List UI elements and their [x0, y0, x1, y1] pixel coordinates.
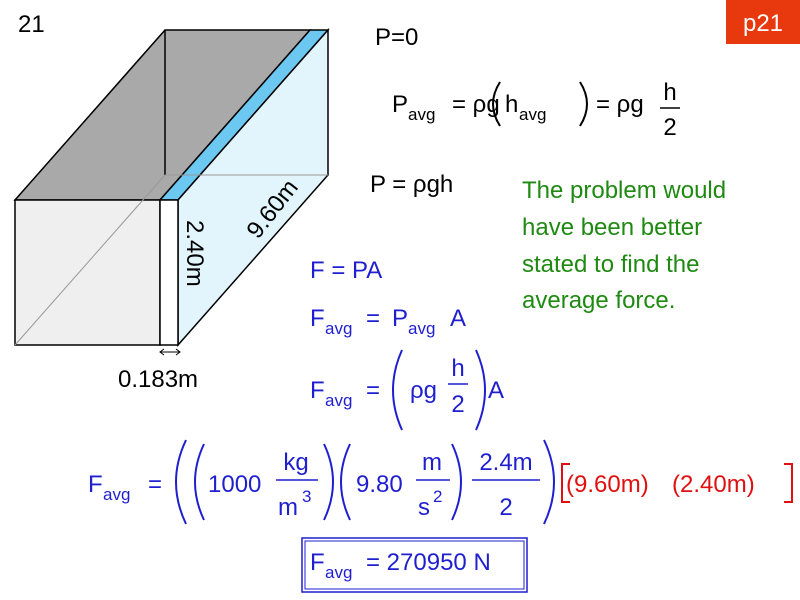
eq-sub: avg [408, 105, 435, 124]
note-line: have been better [522, 214, 702, 241]
eq-sub: avg [325, 391, 352, 410]
eq-text: 2.4m [479, 449, 532, 476]
tank-wall [159, 199, 179, 346]
paren [323, 443, 334, 521]
eq-text: s [418, 494, 430, 521]
eq-sub: avg [408, 319, 435, 338]
eq-text: 2 [499, 494, 512, 521]
eq-sup: 3 [302, 487, 311, 506]
note-line: The problem would [522, 177, 726, 204]
paren [194, 443, 205, 521]
tag-box [726, 0, 800, 44]
paren [392, 349, 403, 431]
eq-sub: avg [519, 105, 546, 124]
eq-text: 2 [663, 114, 676, 141]
paren [175, 439, 187, 525]
arrow-head [175, 348, 181, 356]
eq-text: P [392, 305, 408, 332]
eq-sub: avg [103, 485, 130, 504]
paren [492, 81, 501, 127]
eq-sup: 2 [433, 487, 442, 506]
top-pressure: P=0 [375, 24, 418, 51]
eq-text: 1000 [208, 471, 261, 498]
eq-text: (9.60m) [566, 471, 649, 498]
height-label: 2.40m [181, 220, 208, 287]
eq-text: = [148, 471, 162, 498]
eq-text: kg [283, 449, 308, 476]
eq-text: P [392, 91, 408, 118]
eq-text: ρg [410, 377, 437, 404]
paren [340, 443, 351, 521]
eq-text: A [488, 377, 504, 404]
eq-text: h [451, 355, 464, 382]
eq-text: = ρg [452, 91, 500, 118]
width-label: 0.183m [118, 366, 198, 393]
eq-sub: avg [325, 319, 352, 338]
eq-text: = [366, 305, 380, 332]
eq-text: = [366, 377, 380, 404]
arrow-head [159, 348, 165, 356]
paren [579, 81, 588, 127]
bracket [561, 463, 570, 503]
edge [14, 174, 166, 346]
eq-text: (2.40m) [672, 471, 755, 498]
result-box-inner [304, 540, 525, 590]
note-line: average force. [522, 287, 675, 314]
eq-text: F [310, 549, 325, 576]
paren [543, 439, 555, 525]
tank-front [14, 199, 161, 346]
tag: p21 [743, 10, 783, 37]
eq-text: 2 [451, 391, 464, 418]
eq-text: m [422, 449, 442, 476]
eq-text: h [663, 79, 676, 106]
note-line: stated to find the [522, 251, 699, 278]
bracket [784, 463, 793, 503]
paren [475, 349, 486, 431]
slide-number: 21 [18, 11, 45, 38]
eq-text: = ρg [596, 91, 644, 118]
eq-text: m [278, 494, 298, 521]
eq-text: A [450, 305, 466, 332]
eq-text: F [88, 471, 103, 498]
paren [451, 443, 462, 521]
eq-text: h [505, 91, 518, 118]
p-eq: P = ρgh [370, 171, 453, 198]
f-eq: F = PA [310, 257, 382, 284]
eq-sub: avg [325, 563, 352, 582]
eq-text: 9.80 [356, 471, 403, 498]
result-box [301, 537, 528, 593]
eq-text: F [310, 305, 325, 332]
eq-text: F [310, 377, 325, 404]
tank-figure [13, 28, 330, 356]
eq-text: = 270950 N [366, 549, 491, 576]
